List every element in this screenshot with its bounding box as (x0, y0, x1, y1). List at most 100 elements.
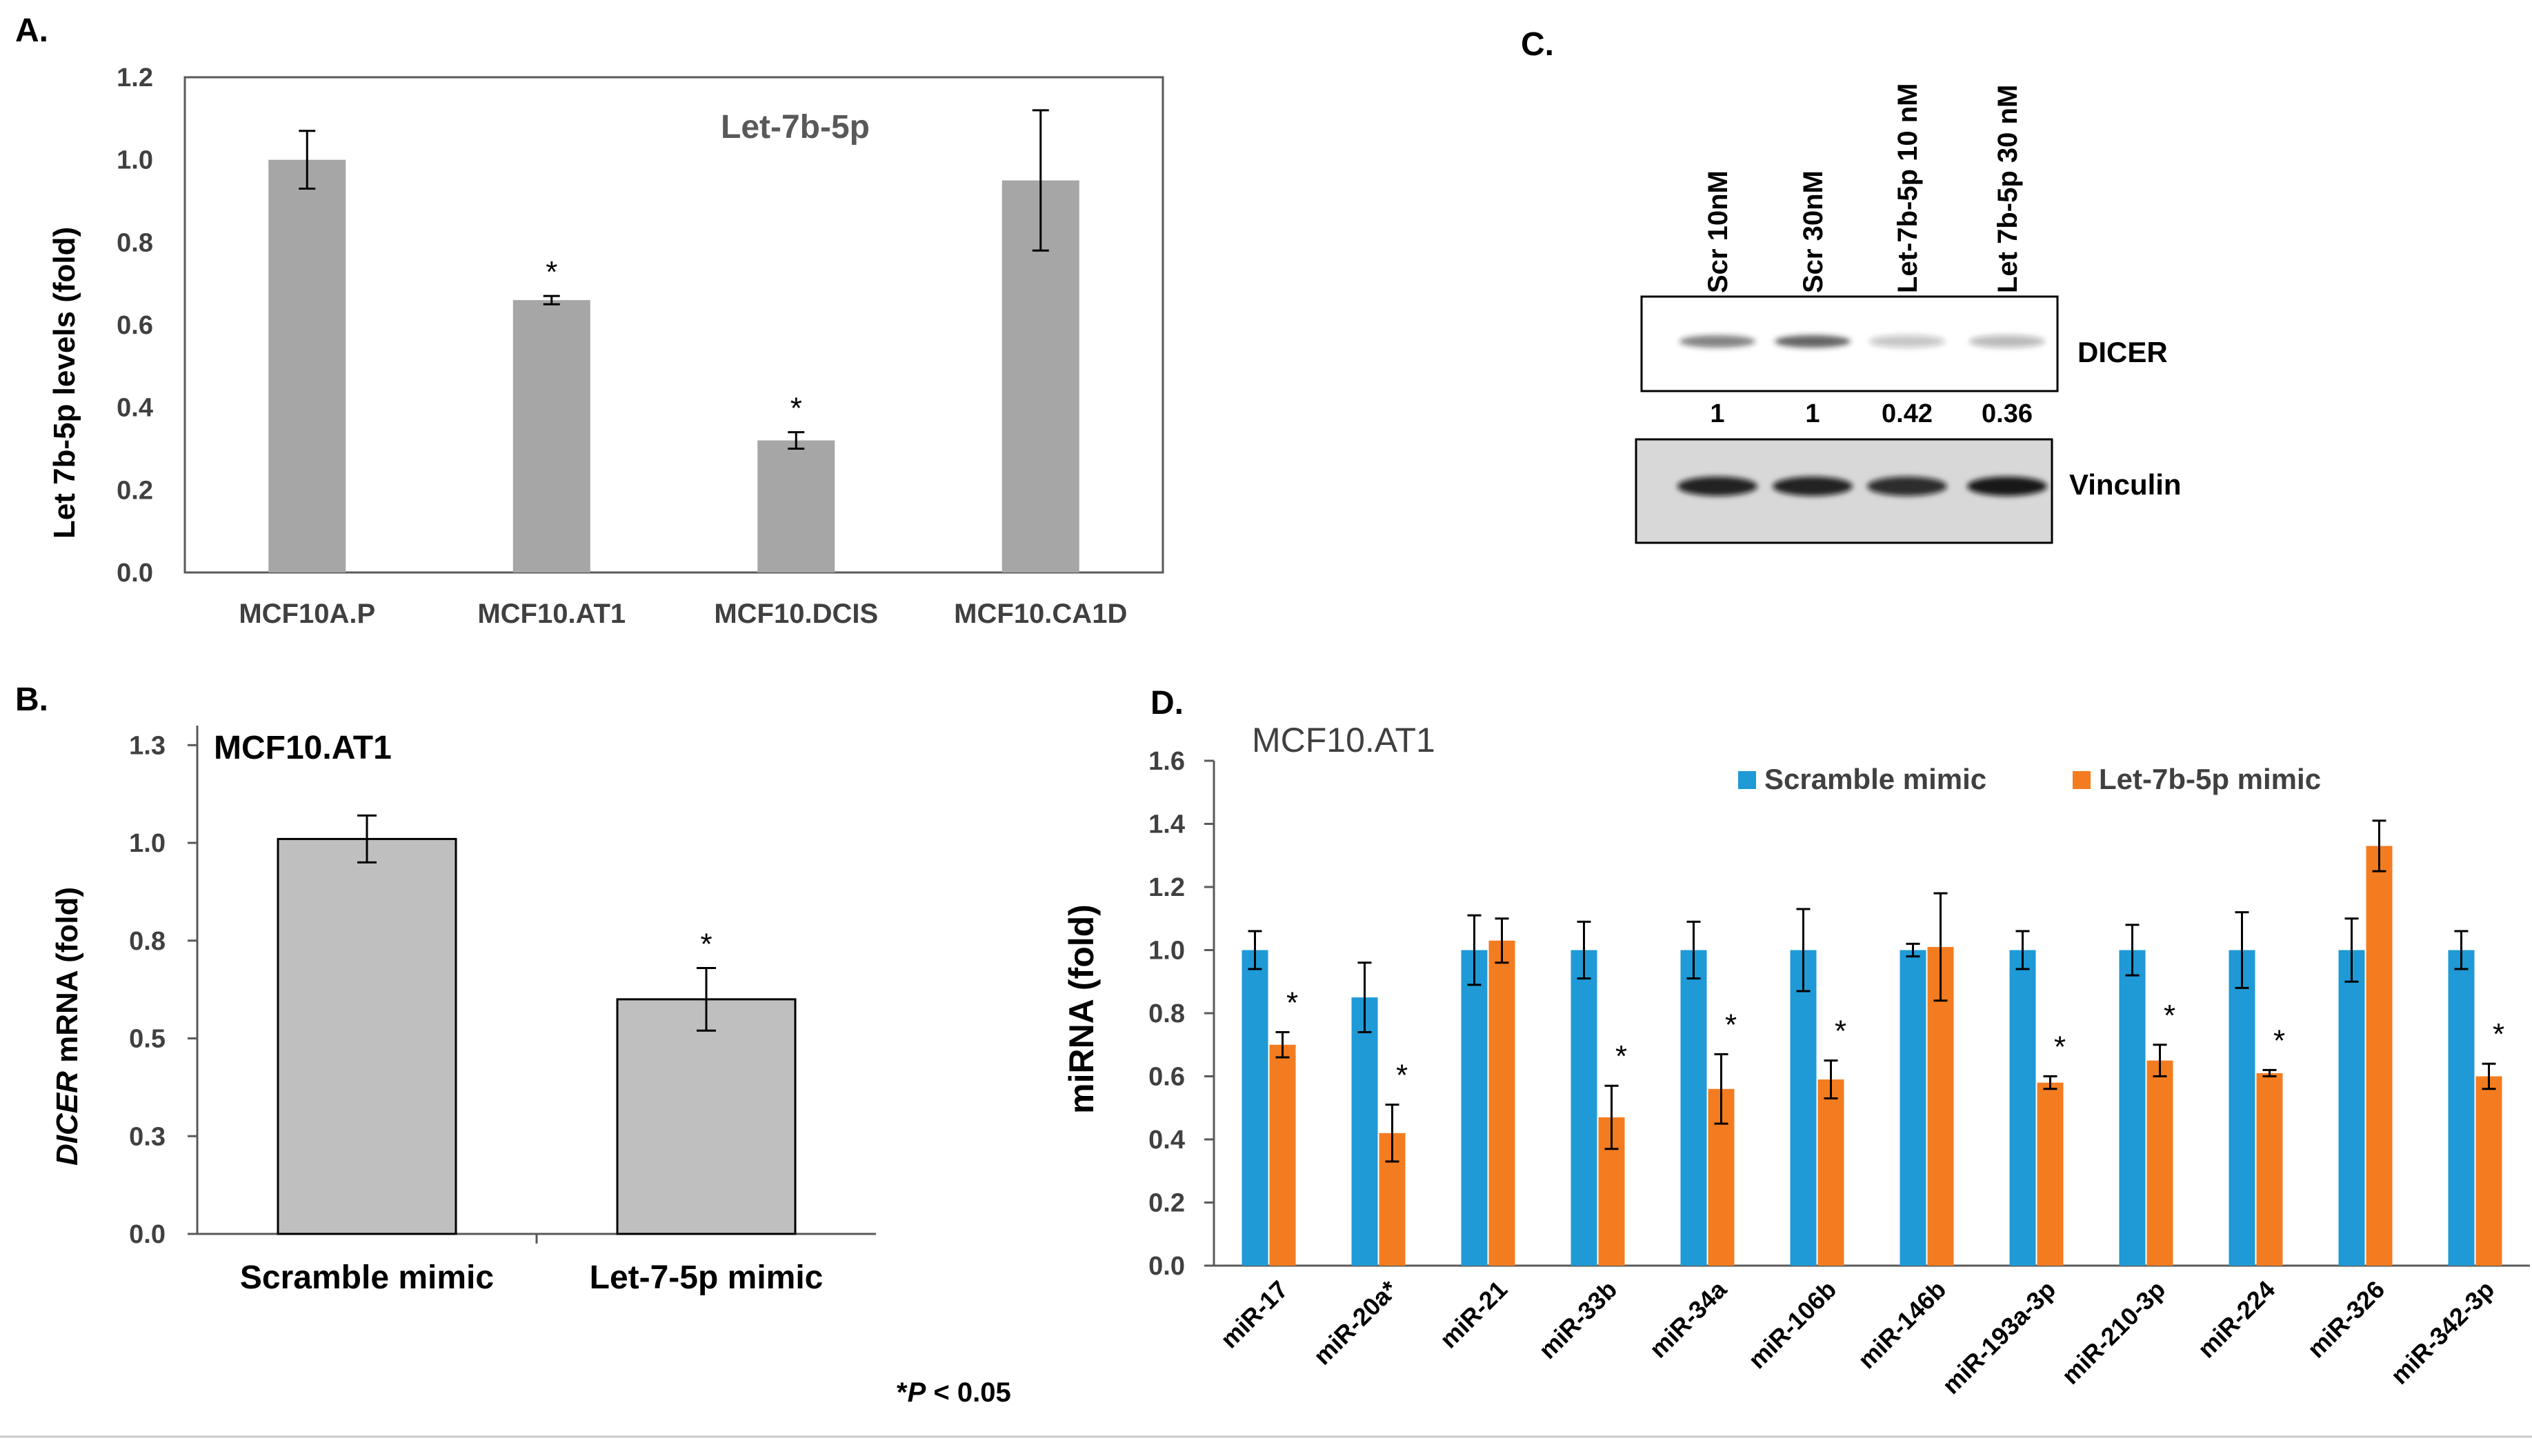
panel-a-label: A. (15, 12, 48, 49)
d-bar-scramble (2338, 950, 2365, 1266)
d-y-tick-label: 0.8 (1148, 999, 1185, 1028)
d-category-label: miR-21 (1434, 1275, 1513, 1354)
d-bar-let7b (2475, 1076, 2502, 1266)
d-category-label: miR-33b (1533, 1275, 1622, 1364)
d-category-label: miR-193a-3p (1937, 1275, 2061, 1399)
d-category-label: miR-20a* (1308, 1275, 1403, 1370)
d-bar-scramble (1351, 997, 1378, 1266)
dicer-quant-value: 0.42 (1882, 399, 1933, 428)
panel-b-y-axis-label-gene: DICER (50, 1071, 84, 1166)
vinculin-band (1773, 477, 1853, 496)
d-bar-scramble (2119, 950, 2146, 1266)
a-y-tick-label: 0.4 (117, 394, 153, 423)
b-category-label: Scramble mimic (240, 1259, 494, 1296)
a-significance-star: * (790, 392, 802, 426)
panel-a-y-ticks: 0.0 0.2 0.4 0.6 0.8 1.0 1.2 (117, 63, 153, 588)
panel-c: C. Scr 10nM Scr 30nM Let-7b-5p 10 nM Let 7b… (1521, 26, 2182, 544)
d-y-tick-label: 1.4 (1148, 810, 1185, 839)
dicer-band (1775, 335, 1851, 348)
dicer-quant-value: 1 (1805, 399, 1820, 428)
lane-label: Scr 30nM (1798, 170, 1828, 293)
d-bar-scramble (2229, 950, 2255, 1266)
d-category-label: miR-34a (1644, 1275, 1733, 1364)
b-bar (277, 837, 457, 1235)
d-significance-star: * (2273, 1024, 2285, 1057)
vinculin-band (1677, 477, 1757, 496)
d-bar-scramble (2009, 950, 2036, 1266)
d-y-tick-label: 1.6 (1148, 747, 1185, 776)
d-y-tick-label: 1.2 (1148, 873, 1185, 902)
d-bar-let7b (1269, 1044, 1296, 1266)
panel-b-title: MCF10.AT1 (214, 730, 392, 766)
d-significance-star: * (1286, 986, 1298, 1019)
vinculin-band (1867, 477, 1947, 496)
panel-d: D. MCF10.AT1 miRNA (fold) Scramble mimic… (1062, 685, 2530, 1399)
a-category-label: MCF10A.P (239, 599, 375, 629)
dicer-band (1679, 335, 1755, 348)
panel-a-y-axis-label: Let 7b-5p levels (fold) (48, 227, 81, 539)
vinculin-row-label: Vinculin (2069, 468, 2182, 501)
panel-d-label: D. (1150, 685, 1184, 721)
panel-a: A. Let-7b-5p Let 7b-5p levels (fold) 0.0… (15, 12, 1164, 629)
panel-c-lane-labels: Scr 10nM Scr 30nM Let-7b-5p 10 nM Let 7b-5p… (1703, 83, 2023, 293)
dicer-band (1869, 335, 1945, 348)
d-bar-scramble (1900, 950, 1926, 1266)
d-y-tick-label: 0.0 (1148, 1252, 1185, 1281)
d-bar-let7b (2366, 846, 2393, 1266)
d-category-label: miR-17 (1215, 1275, 1293, 1354)
d-category-label: miR-210-3p (2056, 1275, 2171, 1390)
panel-b-y-axis-label: DICER mRNA (fold) (50, 887, 84, 1166)
b-category-label: Let-7-5p mimic (590, 1259, 824, 1296)
d-bar-let7b (2256, 1073, 2283, 1266)
d-bar-let7b (2146, 1060, 2173, 1266)
panel-d-title: MCF10.AT1 (1252, 721, 1435, 759)
legend-swatch (2073, 771, 2091, 789)
d-significance-star: * (2493, 1017, 2504, 1051)
footnote-p: P (908, 1377, 926, 1408)
panel-a-title: Let-7b-5p (721, 109, 870, 146)
d-significance-star: * (1396, 1059, 1408, 1093)
legend-label: Scramble mimic (1764, 763, 1986, 795)
b-y-tick-label: 1.0 (129, 829, 166, 858)
panel-d-y-ticks: 0.0 0.2 0.4 0.6 0.8 1.0 1.2 1.4 1.6 (1148, 747, 2530, 1281)
d-category-label: miR-146b (1853, 1275, 1952, 1375)
d-significance-star: * (1725, 1008, 1737, 1041)
panel-d-legend: Scramble mimic Let-7b-5p mimic (1738, 763, 2321, 795)
d-bar-let7b (1817, 1079, 1844, 1266)
footnote-threshold: < 0.05 (926, 1377, 1010, 1408)
b-y-tick-label: 1.3 (129, 731, 166, 760)
lane-label: Let-7b-5p 10 nM (1893, 83, 1923, 293)
vinculin-bands (1677, 477, 2047, 496)
a-bar (757, 440, 835, 572)
d-bar-scramble (1790, 950, 1817, 1266)
d-bar-scramble (1571, 950, 1597, 1266)
legend-swatch (1738, 771, 1756, 789)
panel-c-label: C. (1521, 26, 1554, 63)
d-bar-scramble (1242, 950, 1268, 1266)
dicer-band (1969, 335, 2045, 348)
dicer-row-label: DICER (2077, 336, 2168, 368)
footnote-star: * (897, 1377, 908, 1408)
b-bar (616, 998, 797, 1235)
legend-label: Let-7b-5p mimic (2099, 763, 2321, 795)
d-bar-let7b (2037, 1082, 2064, 1266)
d-bar-scramble (1461, 950, 1488, 1266)
lane-label: Let 7b-5p 30 nM (1993, 85, 2023, 293)
panel-b-footnote: *P < 0.05 (897, 1377, 1011, 1408)
panel-b: B. MCF10.AT1 DICER mRNA (fold) 0.0 0.3 0.5… (15, 681, 1011, 1408)
d-y-tick-label: 0.4 (1148, 1126, 1185, 1155)
b-y-tick-label: 0.5 (129, 1025, 166, 1054)
a-y-tick-label: 1.2 (117, 63, 153, 92)
dicer-quant-value: 0.36 (1982, 399, 2033, 428)
b-y-tick-label: 0.0 (129, 1220, 166, 1249)
d-bar-scramble (1680, 950, 1707, 1266)
lane-label: Scr 10nM (1703, 170, 1733, 293)
d-significance-star: * (1615, 1039, 1627, 1073)
b-y-tick-label: 0.8 (129, 927, 166, 956)
dicer-bands (1679, 335, 2045, 348)
panel-a-plot-area (183, 76, 1164, 574)
dicer-quantification: 1 1 0.42 0.36 (1710, 399, 2033, 428)
d-category-label: miR-106b (1743, 1275, 1842, 1375)
dicer-quant-value: 1 (1710, 399, 1724, 428)
d-significance-star: * (2054, 1030, 2066, 1064)
